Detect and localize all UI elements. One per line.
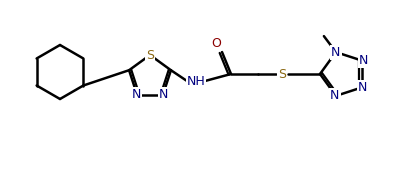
Text: N: N <box>330 89 339 102</box>
Text: S: S <box>278 68 286 80</box>
Text: N: N <box>159 88 169 101</box>
Text: NH: NH <box>187 75 205 87</box>
Text: N: N <box>359 54 368 67</box>
Text: O: O <box>211 37 221 50</box>
Text: N: N <box>131 88 141 101</box>
Text: N: N <box>358 81 367 94</box>
Text: N: N <box>331 46 341 59</box>
Text: S: S <box>146 48 154 62</box>
